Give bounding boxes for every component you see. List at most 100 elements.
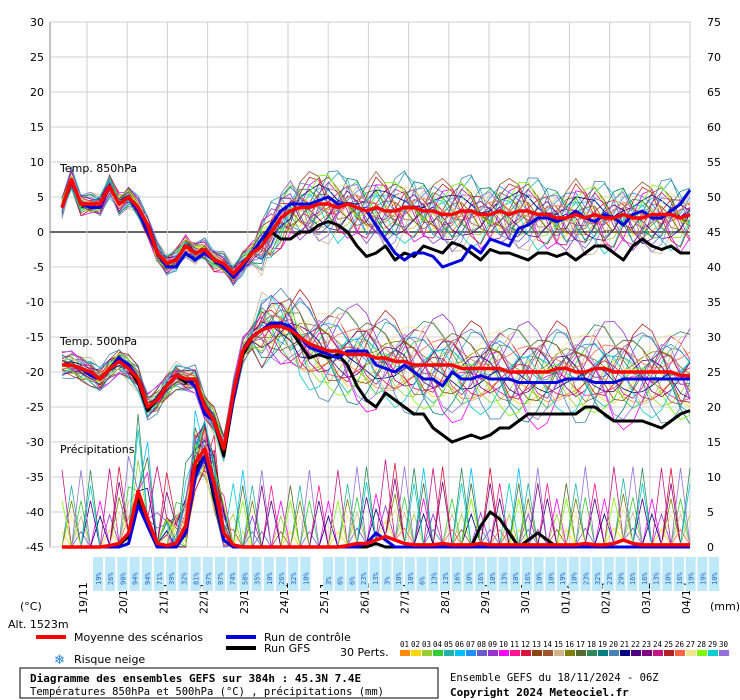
snow-risk-cell	[93, 557, 103, 591]
snow-risk-value: 13%	[430, 572, 438, 585]
snow-risk-value: 10%	[465, 572, 473, 585]
perturbation-swatch	[675, 650, 685, 656]
perturbation-number: 28	[697, 640, 707, 649]
snow-risk-cell	[141, 557, 152, 591]
left-tick-label: -20	[26, 366, 44, 379]
right-tick-label: 65	[707, 86, 721, 99]
snow-risk-value: 97%	[217, 572, 225, 585]
perturbation-number: 25	[664, 640, 673, 649]
snow-risk-value: 32%	[290, 572, 298, 585]
perturbation-line-500	[61, 312, 691, 449]
snow-risk-cell	[105, 557, 116, 591]
perturbation-swatch	[642, 650, 652, 656]
snow-risk-cell	[568, 557, 579, 591]
right-tick-label: 70	[707, 51, 721, 64]
perturbation-number: 27	[686, 640, 695, 649]
snow-risk-value: 10%	[571, 572, 579, 585]
perturbation-number: 26	[675, 640, 685, 649]
snow-risk-cell	[323, 557, 333, 591]
perturbation-swatch	[708, 650, 718, 656]
perturbation-line-precip	[62, 419, 690, 548]
snow-risk-value: 13%	[501, 572, 509, 585]
perturbation-number: 11	[510, 640, 519, 649]
right-tick-label: 30	[707, 331, 721, 344]
snow-risk-value: 10%	[664, 572, 672, 585]
legend-mean-label: Moyenne des scénarios	[74, 631, 203, 644]
perturbation-swatch	[719, 650, 729, 656]
snow-risk-value: 10%	[512, 572, 520, 585]
mean-line-500hPa	[62, 324, 690, 451]
snow-risk-value: 19%	[688, 572, 696, 585]
snow-risk-cell	[346, 557, 357, 591]
perturbation-line-850	[61, 179, 691, 272]
perturbation-swatch	[609, 650, 619, 656]
snow-risk-cell	[545, 557, 556, 591]
snow-risk-cell	[381, 557, 392, 591]
footer-frame	[19, 667, 439, 699]
x-tick-label: 19/11	[77, 582, 90, 614]
perturbation-swatch	[631, 650, 641, 656]
snow-risk-cell	[709, 557, 720, 591]
perturbation-swatch	[444, 650, 454, 656]
snow-risk-cell	[300, 557, 311, 591]
footer-title: Diagramme des ensembles GEFS sur 384h : …	[30, 672, 361, 685]
perturbation-number: 15	[554, 640, 563, 649]
snow-risk-value: 3%	[325, 576, 333, 585]
footer-subtitle: Températures 850hPa et 500hPa (°C) , pré…	[30, 686, 384, 698]
right-tick-label: 20	[707, 401, 721, 414]
snow-risk-cell	[239, 557, 250, 591]
right-tick-label: 55	[707, 156, 721, 169]
perturbation-swatch	[466, 650, 476, 656]
snow-risk-cell	[486, 557, 497, 591]
snow-risk-value: 16%	[676, 572, 684, 585]
snow-risk-value: 29%	[618, 572, 626, 585]
perturbation-line-850	[61, 174, 691, 273]
snow-risk-cell	[440, 557, 450, 591]
plot-frame	[49, 21, 691, 548]
perturbation-swatch	[455, 650, 465, 656]
snow-risk-cell	[615, 557, 626, 591]
legend-control-label: Run de contrôle	[264, 631, 351, 644]
perturbation-number: 19	[598, 640, 607, 649]
snow-risk-cell	[533, 557, 544, 591]
perturbation-number: 04	[433, 640, 443, 649]
right-tick-label: 50	[707, 191, 721, 204]
snow-risk-cell	[178, 557, 189, 591]
perturbation-swatch	[433, 650, 443, 656]
snow-risk-value: 6%	[419, 576, 427, 585]
perturbation-number: 21	[620, 640, 629, 649]
perturbation-number: 14	[543, 640, 553, 649]
snow-risk-value: 58%	[241, 572, 249, 585]
perturbation-number: 29	[708, 640, 717, 649]
perturbation-swatch	[653, 650, 663, 656]
right-tick-label: 40	[707, 261, 721, 274]
panel-label-precip: Précipitations	[60, 443, 135, 456]
snow-risk-cell	[393, 557, 404, 591]
perturbation-swatch	[510, 650, 520, 656]
snow-risk-value: 26%	[278, 572, 286, 585]
right-tick-label: 0	[707, 541, 714, 554]
snow-risk-cell	[227, 557, 238, 591]
series-lines	[60, 177, 692, 549]
snow-risk-cell	[638, 557, 649, 591]
snow-risk-cell	[650, 557, 661, 591]
perturbation-swatch	[587, 650, 597, 656]
snow-risk-cell	[190, 557, 201, 591]
legend: Moyenne des scénarios Run de contrôle Ru…	[36, 631, 729, 668]
perturbation-number: 18	[587, 640, 597, 649]
perturbation-number: 10	[499, 640, 509, 649]
snow-risk-value: 10%	[395, 572, 403, 585]
perturbation-number: 03	[422, 640, 431, 649]
snow-risk-cell	[202, 557, 213, 591]
snow-risk-cell	[451, 557, 462, 591]
right-tick-label: 10	[707, 471, 721, 484]
left-tick-label: 5	[37, 191, 44, 204]
perturbation-number: 01	[400, 640, 409, 649]
snow-risk-value: 16%	[454, 572, 462, 585]
snow-risk-cell	[251, 557, 262, 591]
right-tick-label: 25	[707, 366, 721, 379]
snow-risk-cell	[215, 557, 225, 591]
perturbation-line-500	[61, 322, 691, 451]
perturbation-line-precip	[62, 410, 690, 548]
